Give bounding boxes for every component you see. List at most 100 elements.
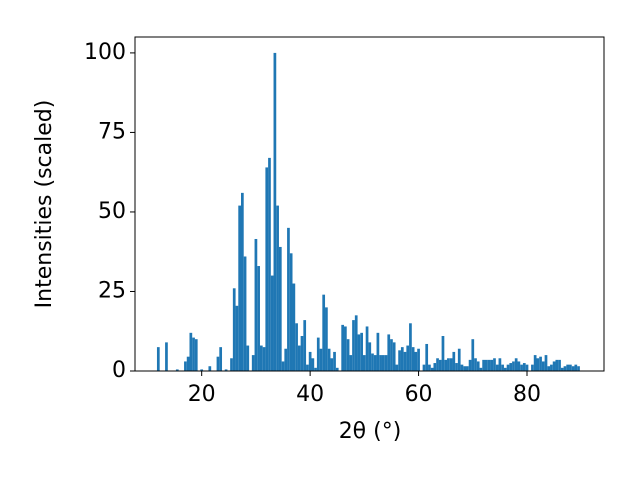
bar bbox=[357, 334, 361, 371]
bar bbox=[330, 358, 334, 371]
bar bbox=[287, 227, 290, 371]
bar bbox=[525, 364, 529, 371]
bar bbox=[300, 336, 304, 371]
bar bbox=[175, 369, 179, 371]
bar bbox=[354, 315, 358, 371]
bar bbox=[577, 366, 580, 371]
bar bbox=[531, 364, 534, 371]
bar bbox=[574, 364, 578, 371]
bar bbox=[268, 157, 271, 371]
bar bbox=[400, 347, 404, 371]
bar bbox=[533, 355, 537, 371]
bar bbox=[422, 364, 426, 371]
bar bbox=[360, 332, 363, 371]
bar bbox=[498, 358, 502, 371]
bar bbox=[482, 359, 485, 371]
bar bbox=[273, 52, 277, 372]
bar bbox=[474, 358, 477, 371]
bar bbox=[322, 294, 326, 371]
bar bbox=[506, 364, 510, 371]
bar bbox=[550, 364, 553, 371]
bar bbox=[433, 363, 437, 371]
bar bbox=[503, 367, 507, 371]
bar bbox=[346, 339, 350, 371]
bar bbox=[306, 364, 309, 371]
bar bbox=[452, 351, 456, 371]
bar bbox=[311, 358, 315, 371]
bar bbox=[325, 307, 328, 371]
bar bbox=[257, 266, 260, 371]
bar bbox=[262, 347, 266, 371]
bar bbox=[428, 364, 431, 371]
bar bbox=[281, 361, 285, 371]
bar bbox=[460, 364, 464, 371]
bar bbox=[295, 323, 298, 371]
bar bbox=[365, 326, 369, 371]
bar bbox=[509, 363, 513, 371]
bar bbox=[566, 364, 570, 371]
bar bbox=[457, 348, 461, 371]
bar bbox=[254, 238, 258, 371]
bar bbox=[514, 358, 518, 371]
bar bbox=[444, 359, 448, 371]
bar bbox=[308, 351, 312, 371]
bar bbox=[232, 288, 236, 371]
bar bbox=[235, 305, 239, 371]
x-tick-label: 40 bbox=[296, 382, 324, 407]
y-axis-label: Intensities (scaled) bbox=[32, 100, 57, 309]
bar bbox=[189, 332, 193, 371]
y-tick-label: 50 bbox=[98, 199, 126, 224]
bar bbox=[371, 353, 374, 371]
bar bbox=[520, 364, 523, 371]
bar bbox=[414, 351, 418, 371]
bar bbox=[539, 356, 542, 371]
bar bbox=[398, 350, 401, 371]
bar bbox=[251, 355, 255, 371]
bar bbox=[395, 364, 399, 371]
bar bbox=[314, 367, 317, 371]
bar bbox=[376, 332, 380, 371]
bar bbox=[417, 348, 420, 371]
bar bbox=[292, 283, 296, 371]
bar bbox=[186, 356, 190, 371]
bar bbox=[238, 205, 241, 371]
bar bbox=[379, 355, 382, 371]
bar bbox=[194, 339, 198, 371]
bar bbox=[319, 348, 323, 371]
bar bbox=[362, 355, 366, 371]
bar bbox=[406, 345, 410, 371]
bar bbox=[200, 369, 204, 371]
bar bbox=[484, 359, 488, 371]
bar bbox=[552, 361, 556, 371]
bar bbox=[390, 339, 393, 371]
bar bbox=[438, 359, 442, 371]
x-tick-label: 20 bbox=[188, 382, 216, 407]
bar bbox=[468, 359, 472, 371]
bar bbox=[259, 345, 263, 371]
bar bbox=[278, 246, 282, 371]
bar bbox=[544, 355, 548, 371]
bar bbox=[240, 192, 244, 371]
bar bbox=[449, 358, 453, 371]
bar bbox=[368, 342, 372, 371]
bar bbox=[571, 366, 575, 371]
bar bbox=[165, 342, 168, 371]
bar bbox=[335, 367, 339, 371]
bar bbox=[284, 348, 288, 371]
bar bbox=[476, 361, 480, 371]
bar bbox=[425, 343, 429, 371]
bar bbox=[289, 253, 293, 371]
y-tick-label: 100 bbox=[84, 40, 126, 65]
bar bbox=[219, 347, 223, 371]
bar bbox=[463, 366, 467, 371]
bar bbox=[184, 361, 187, 371]
bar bbox=[495, 364, 499, 371]
x-axis-label: 2θ (°) bbox=[339, 419, 402, 444]
bar bbox=[522, 363, 526, 371]
bar bbox=[430, 367, 434, 371]
bar bbox=[327, 348, 331, 371]
x-tick-label: 60 bbox=[405, 382, 433, 407]
bar bbox=[276, 205, 279, 371]
bar bbox=[409, 323, 412, 371]
